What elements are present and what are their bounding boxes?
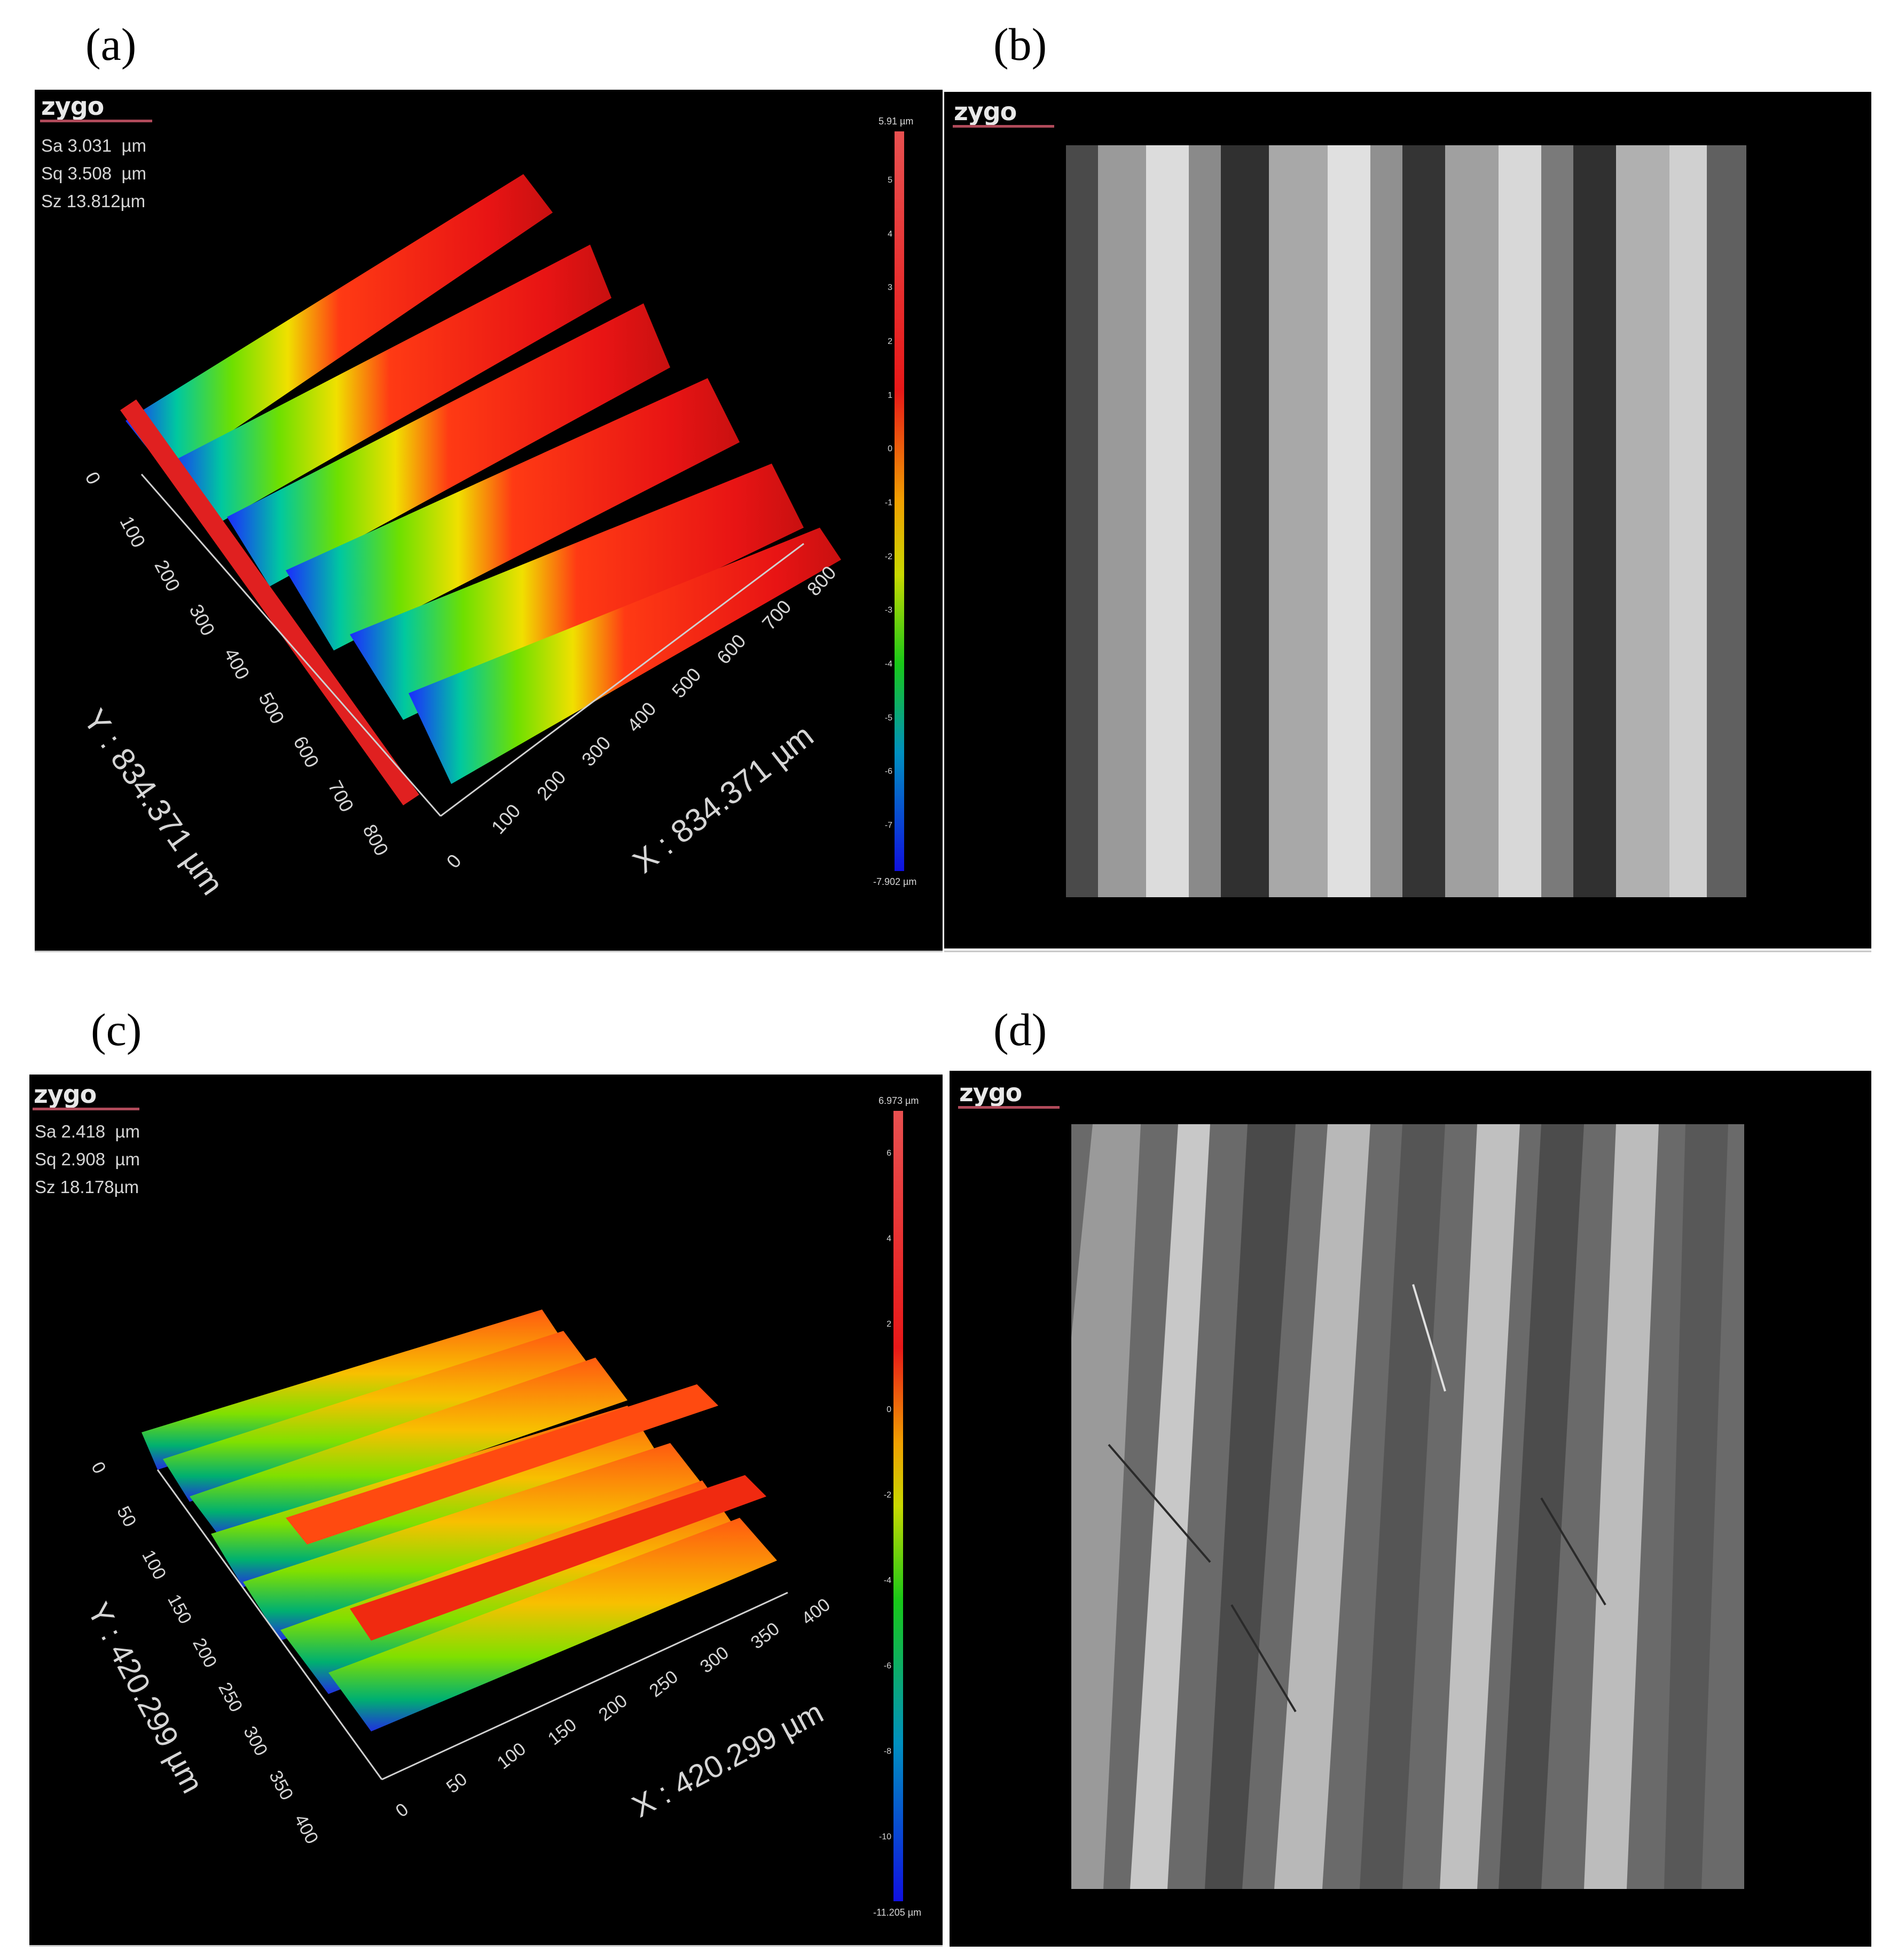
ridges-c xyxy=(142,1310,777,1731)
colorbar-tick-label: 2 xyxy=(888,337,892,346)
surface-3d-a xyxy=(120,131,904,871)
panel-a-3d-profile: zygo Sa 3.031 µm Sq 3.508 µm Sz 13.812µm xyxy=(35,90,943,951)
stat-sz: Sz 13.812µm xyxy=(41,191,146,211)
colorbar-tick-label: -7 xyxy=(884,821,892,830)
colorbar-tick-label: 1 xyxy=(888,390,892,400)
colorbar-tick-label: 0 xyxy=(887,1405,891,1414)
zygo-logo: zygo xyxy=(954,97,1017,126)
logo-underline xyxy=(33,1108,139,1110)
stat-sq: Sq 2.908 µm xyxy=(35,1149,140,1169)
panel-c-3d-profile: zygo Sa 2.418 µm Sq 2.908 µm Sz 18.178µm xyxy=(29,1075,943,1945)
colorbar-tick-label: -1 xyxy=(884,498,892,507)
stat-sz: Sz 18.178µm xyxy=(35,1177,139,1197)
colorbar-tick-label: 2 xyxy=(887,1320,891,1329)
colorbar-tick-label: -6 xyxy=(884,767,892,777)
colorbar-tick-label: -3 xyxy=(884,606,892,615)
colorbar-tick-label: -4 xyxy=(884,660,892,669)
panel-b-micrograph: zygo xyxy=(944,92,1871,948)
logo-underline xyxy=(958,1106,1060,1109)
stat-sa: Sa 2.418 µm xyxy=(35,1122,140,1141)
zygo-logo: zygo xyxy=(34,1080,97,1109)
colorbar-tick-label: 4 xyxy=(887,1234,891,1243)
colorbar-tick-label: -8 xyxy=(883,1747,891,1756)
stat-sq: Sq 3.508 µm xyxy=(41,163,146,183)
panel-a-border xyxy=(35,951,943,952)
zygo-logo: zygo xyxy=(959,1078,1022,1107)
colorbar-bottom-label: -7.902 µm xyxy=(873,876,917,887)
micrograph-d xyxy=(1071,1124,1744,1889)
colorbar-tick-label: -6 xyxy=(883,1661,891,1671)
panel-label-c: (c) xyxy=(91,1004,142,1055)
zygo-logo: zygo xyxy=(41,92,104,121)
panel-label-d: (d) xyxy=(993,1004,1047,1055)
panel-d-micrograph: zygo xyxy=(950,1071,1871,1947)
colorbar-tick-label: 5 xyxy=(888,176,892,185)
logo-underline xyxy=(40,120,152,122)
colorbar-tick-label: -2 xyxy=(883,1491,891,1500)
colorbar-tick-label: 6 xyxy=(887,1149,891,1158)
ridges-a xyxy=(120,174,841,805)
colorbar-bottom-label: -11.205 µm xyxy=(873,1907,922,1918)
colorbar-top-label: 6.973 µm xyxy=(879,1095,919,1106)
colorbar-tick-label: -2 xyxy=(884,552,892,561)
colorbar-a xyxy=(895,131,904,871)
colorbar-c xyxy=(893,1111,903,1901)
panel-c-border xyxy=(29,1945,943,1947)
colorbar-tick-label: -5 xyxy=(884,713,892,723)
colorbar-tick-label: 4 xyxy=(888,229,892,239)
logo-underline xyxy=(953,125,1054,128)
colorbar-tick-label: -4 xyxy=(883,1576,891,1585)
surface-3d-c xyxy=(142,1111,903,1901)
striped-texture-b xyxy=(1066,145,1746,897)
colorbar-top-label: 5.91 µm xyxy=(879,116,914,127)
panel-label-b: (b) xyxy=(993,19,1047,70)
rough-texture-d xyxy=(1071,1124,1744,1889)
micrograph-b xyxy=(1066,145,1746,897)
stat-sa: Sa 3.031 µm xyxy=(41,136,146,155)
colorbar-tick-label: 3 xyxy=(888,283,892,293)
panel-b-border xyxy=(944,951,1871,952)
colorbar-tick-label: 0 xyxy=(888,444,892,454)
panel-label-a: (a) xyxy=(85,19,137,70)
colorbar-tick-label: -10 xyxy=(879,1832,891,1841)
